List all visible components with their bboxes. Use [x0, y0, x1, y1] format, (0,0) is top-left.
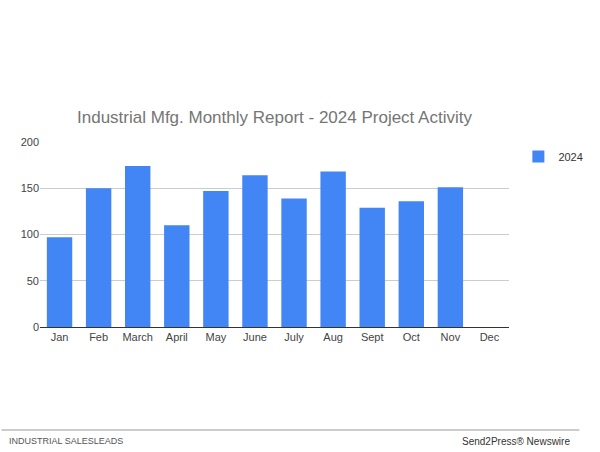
- svg-text:June: June: [243, 331, 267, 343]
- svg-text:Dec: Dec: [480, 331, 500, 343]
- svg-text:Send2Press® Newswire: Send2Press® Newswire: [462, 436, 570, 447]
- svg-text:Feb: Feb: [89, 331, 108, 343]
- svg-text:July: July: [284, 331, 304, 343]
- svg-text:50: 50: [27, 275, 39, 287]
- svg-text:200: 200: [21, 136, 39, 148]
- svg-text:Nov: Nov: [441, 331, 461, 343]
- svg-text:Oct: Oct: [403, 331, 420, 343]
- svg-text:150: 150: [21, 182, 39, 194]
- svg-text:2024: 2024: [558, 151, 582, 163]
- svg-text:INDUSTRIAL SALESLEADS: INDUSTRIAL SALESLEADS: [9, 436, 123, 446]
- svg-text:March: March: [122, 331, 153, 343]
- svg-text:April: April: [166, 331, 188, 343]
- svg-text:May: May: [205, 331, 226, 343]
- svg-text:Industrial Mfg. Monthly Report: Industrial Mfg. Monthly Report - 2024 Pr…: [77, 108, 472, 127]
- svg-text:Aug: Aug: [323, 331, 343, 343]
- svg-text:Jan: Jan: [51, 331, 69, 343]
- svg-text:100: 100: [21, 228, 39, 240]
- svg-text:0: 0: [33, 321, 39, 333]
- svg-text:Sept: Sept: [361, 331, 384, 343]
